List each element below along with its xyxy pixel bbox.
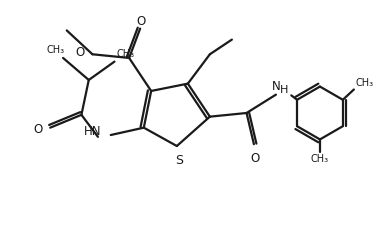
Text: H: H	[280, 85, 288, 95]
Text: CH₃: CH₃	[356, 78, 374, 88]
Text: N: N	[272, 80, 281, 93]
Text: O: O	[250, 152, 259, 164]
Text: O: O	[136, 15, 146, 28]
Text: HN: HN	[84, 125, 102, 138]
Text: S: S	[175, 154, 183, 167]
Text: CH₃: CH₃	[311, 154, 329, 164]
Text: O: O	[75, 46, 84, 59]
Text: CH₃: CH₃	[117, 49, 135, 59]
Text: CH₃: CH₃	[47, 45, 65, 55]
Text: O: O	[33, 123, 42, 136]
